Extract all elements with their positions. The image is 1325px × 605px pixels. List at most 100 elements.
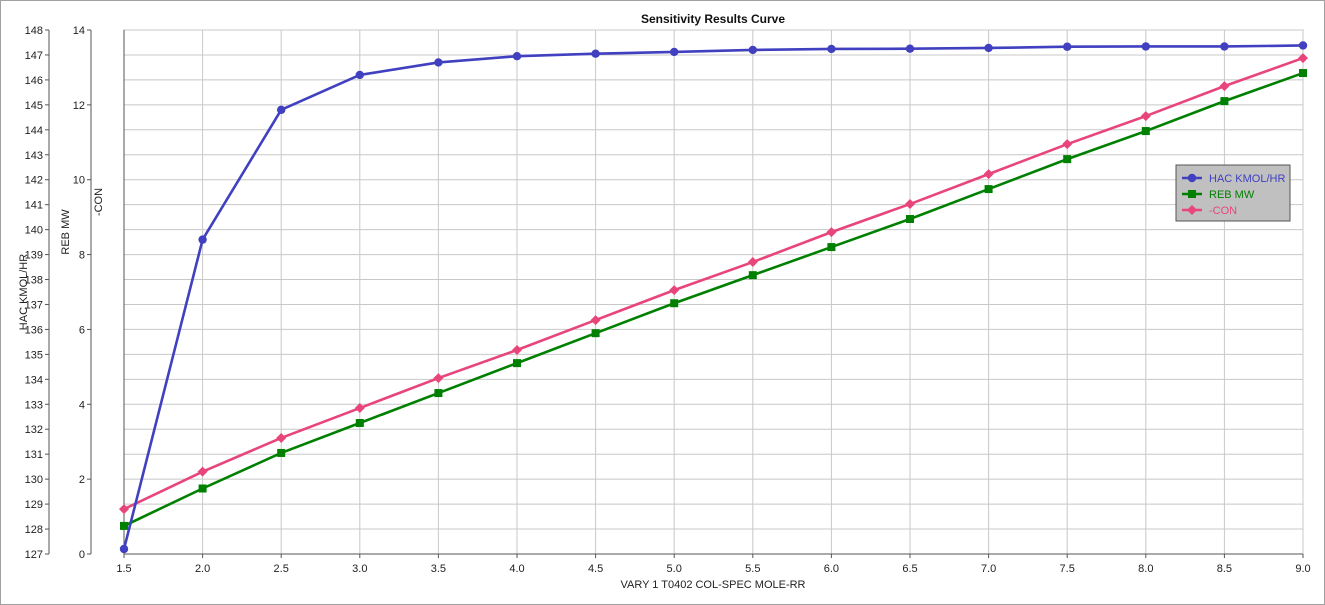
y-tick-label-hac: 138 xyxy=(25,275,43,287)
y-tick-label-hac: 131 xyxy=(25,449,43,461)
data-point-reb-mw xyxy=(513,359,521,368)
y-tick-label-hac: 143 xyxy=(25,150,43,162)
y-tick-label-hac: 127 xyxy=(25,549,43,561)
data-point-hac-kmol-hr xyxy=(748,45,757,55)
data-point-con xyxy=(197,466,208,477)
y-tick-label-hac: 139 xyxy=(25,250,43,262)
y-tick-label-hac: 133 xyxy=(25,399,43,411)
x-tick-label: 4.0 xyxy=(509,563,524,575)
data-point-con xyxy=(1298,53,1308,64)
x-tick-label: 8.5 xyxy=(1217,563,1232,575)
data-point-con xyxy=(590,315,601,326)
data-point-hac-kmol-hr xyxy=(119,544,129,554)
series-line-reb-mw xyxy=(123,71,1304,528)
data-point-con xyxy=(433,373,444,384)
y-tick-label-reb: 12 xyxy=(73,100,85,112)
y-tick-label-hac: 132 xyxy=(25,424,43,436)
x-tick-label: 2.5 xyxy=(274,563,289,575)
data-point-reb-mw xyxy=(670,299,679,308)
y-tick-label-hac: 129 xyxy=(25,499,43,511)
data-point-reb-mw xyxy=(1063,155,1072,164)
series-line-con xyxy=(123,56,1304,511)
legend-swatch-marker xyxy=(1187,205,1197,215)
data-point-reb-mw xyxy=(1220,97,1229,106)
y-tick-label-reb: 6 xyxy=(79,324,85,336)
data-point-hac-kmol-hr xyxy=(1220,42,1229,51)
y-tick-label-reb: 8 xyxy=(79,250,85,262)
legend: HAC KMOL/HR REB MW -CON xyxy=(1175,164,1291,222)
data-point-con xyxy=(1140,111,1151,122)
x-tick-label: 5.5 xyxy=(745,563,760,575)
y-tick-label-hac: 147 xyxy=(25,50,43,62)
y-axis-label-con: -CON xyxy=(93,188,105,216)
data-point-con xyxy=(747,257,758,268)
data-point-hac-kmol-hr xyxy=(905,44,915,53)
data-point-con xyxy=(905,199,915,210)
y-axis-label-reb: REB MW xyxy=(60,209,72,255)
y-tick-label-reb: 4 xyxy=(79,399,85,411)
data-point-hac-kmol-hr xyxy=(434,58,443,67)
grid xyxy=(123,29,1304,555)
x-tick-label: 3.0 xyxy=(352,563,367,575)
data-point-hac-kmol-hr xyxy=(1298,41,1308,50)
legend-entry-label: -CON xyxy=(1209,205,1237,217)
data-point-con xyxy=(826,227,837,238)
data-point-hac-kmol-hr xyxy=(277,105,286,115)
y-tick-label-hac: 142 xyxy=(25,175,43,187)
y-tick-label-hac: 136 xyxy=(25,324,43,336)
y-tick-label-hac: 134 xyxy=(25,374,43,386)
data-point-reb-mw xyxy=(984,185,993,194)
chart-title: Sensitivity Results Curve xyxy=(641,12,785,26)
y-axis-label-hac: HAC KMOL/HR xyxy=(18,254,30,330)
y-tick-label-hac: 141 xyxy=(25,200,43,212)
legend-swatch-marker xyxy=(1188,190,1196,198)
data-point-hac-kmol-hr xyxy=(670,47,679,57)
data-point-con xyxy=(1219,81,1230,92)
data-point-hac-kmol-hr xyxy=(1063,42,1072,51)
data-point-con xyxy=(354,403,365,414)
x-tick-label: 1.5 xyxy=(116,563,131,575)
y-tick-label-hac: 140 xyxy=(25,225,43,237)
x-tick-label: 8.0 xyxy=(1138,563,1153,575)
data-point-reb-mw xyxy=(748,271,757,280)
y-tick-label-reb: 0 xyxy=(79,549,85,561)
x-tick-label: 9.0 xyxy=(1295,563,1310,575)
y-tick-label-hac: 137 xyxy=(25,299,43,311)
y-tick-label-hac: 145 xyxy=(25,100,43,112)
y-tick-label-hac: 146 xyxy=(25,75,43,87)
data-point-con xyxy=(983,169,994,180)
y-tick-label-reb: 10 xyxy=(73,175,85,187)
data-point-reb-mw xyxy=(434,389,443,398)
series-layer xyxy=(119,41,1308,554)
legend-entry-label: HAC KMOL/HR xyxy=(1209,173,1285,185)
x-tick-label: 2.0 xyxy=(195,563,210,575)
y-tick-label-hac: 148 xyxy=(25,25,43,37)
data-point-con xyxy=(1062,139,1073,150)
data-point-reb-mw xyxy=(1299,69,1307,78)
x-tick-label: 6.0 xyxy=(824,563,839,575)
series-line-hac-kmol-hr xyxy=(122,44,1304,550)
legend-swatch-marker xyxy=(1187,173,1197,183)
x-tick-label: 7.0 xyxy=(981,563,996,575)
data-point-hac-kmol-hr xyxy=(984,43,993,53)
y-tick-label-reb: 14 xyxy=(73,25,85,37)
data-point-con xyxy=(669,285,680,296)
y-tick-label-hac: 128 xyxy=(25,524,43,536)
data-point-hac-kmol-hr xyxy=(512,52,522,61)
x-tick-label: 6.5 xyxy=(902,563,917,575)
data-point-hac-kmol-hr xyxy=(198,235,207,244)
y-tick-label-hac: 130 xyxy=(25,474,43,486)
data-point-con xyxy=(276,432,287,443)
data-point-reb-mw xyxy=(198,484,207,493)
x-axis-label: VARY 1 T0402 COL-SPEC MOLE-RR xyxy=(620,579,805,591)
y-tick-label-hac: 135 xyxy=(25,349,43,361)
data-point-reb-mw xyxy=(906,215,914,224)
axes: 1.5 2.0 2.5 3.0 3.5 4.0 4.5 5.0 5.5 6.0 6.5 7.0 7.5 8… xyxy=(18,25,1311,575)
data-point-hac-kmol-hr xyxy=(1141,42,1151,51)
data-point-reb-mw xyxy=(1141,127,1150,136)
x-tick-label: 4.5 xyxy=(588,563,603,575)
data-point-reb-mw xyxy=(120,521,128,530)
data-point-hac-kmol-hr xyxy=(355,70,364,80)
data-point-reb-mw xyxy=(591,329,600,338)
y-tick-label-reb: 2 xyxy=(79,474,85,486)
